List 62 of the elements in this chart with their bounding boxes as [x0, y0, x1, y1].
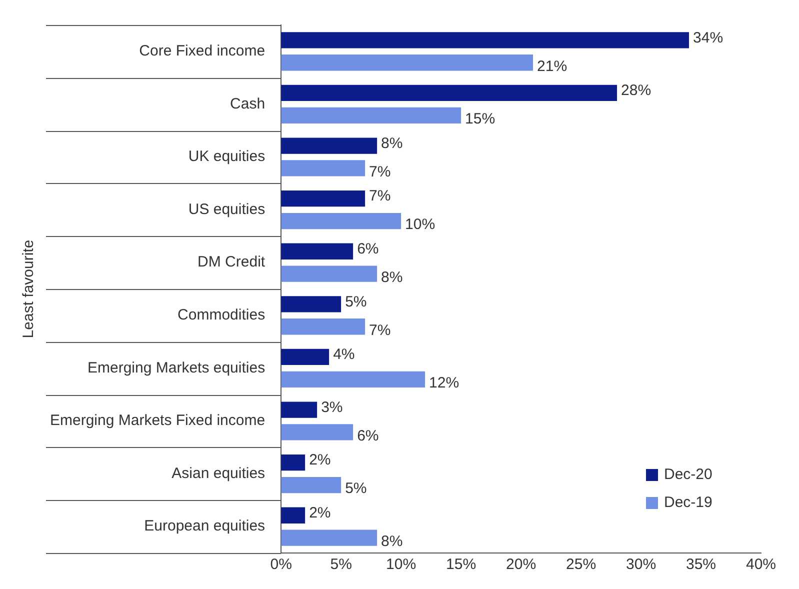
y-tick-label: Core Fixed income [139, 42, 266, 60]
data-label: 28% [621, 82, 652, 100]
bar [281, 507, 306, 524]
x-tick-label: 40% [746, 556, 776, 574]
bar [281, 476, 342, 494]
bar [281, 212, 402, 230]
bar [281, 454, 306, 471]
data-label: 3% [321, 398, 343, 416]
bar [281, 138, 378, 154]
data-label: 4% [333, 346, 355, 364]
data-label: 10% [405, 216, 436, 234]
x-tick-label: 15% [446, 556, 476, 574]
legend-label: Dec-19 [664, 494, 712, 512]
bar [281, 160, 366, 176]
data-label: 8% [381, 268, 403, 286]
x-tick-label: 30% [626, 556, 656, 574]
bar [281, 402, 318, 418]
x-tick-label: 20% [506, 556, 536, 574]
data-label: 5% [345, 480, 367, 498]
legend-label: Dec-20 [664, 466, 712, 484]
data-label: 34% [693, 29, 724, 46]
data-label: 6% [357, 427, 379, 444]
y-tick-label: UK equities [188, 148, 266, 166]
bar [281, 266, 378, 282]
bar [281, 530, 378, 546]
y-tick-label: Asian equities [172, 464, 266, 482]
data-label: 7% [369, 188, 391, 205]
y-axis-title: Least favourite [20, 240, 38, 338]
data-label: 7% [369, 163, 391, 180]
bar [281, 107, 462, 124]
data-label: 6% [357, 240, 379, 258]
bar [281, 348, 330, 366]
data-label: 8% [381, 134, 403, 152]
data-label: 2% [309, 452, 331, 469]
data-label: 7% [369, 322, 391, 339]
bar [281, 54, 534, 71]
x-tick-label: 5% [330, 556, 352, 574]
bar [281, 32, 690, 48]
x-tick-label: 35% [686, 556, 716, 574]
bar [281, 190, 366, 207]
bar [281, 371, 426, 388]
x-tick-label: 25% [566, 556, 596, 574]
y-tick-label: European equities [144, 518, 266, 535]
bar [281, 318, 366, 335]
x-tick-label: 10% [386, 556, 416, 574]
data-label: 21% [537, 58, 568, 75]
bar [281, 296, 342, 312]
bar [281, 243, 354, 260]
y-tick-label: US equities [188, 200, 266, 218]
data-label: 2% [309, 504, 331, 522]
y-tick-label: Commodities [178, 306, 266, 324]
data-label: 12% [429, 374, 460, 392]
y-tick-label: Emerging Markets equities [88, 359, 266, 376]
x-tick-label: 0% [270, 556, 292, 574]
y-tick-label: Emerging Markets Fixed income [50, 412, 266, 430]
y-tick-label: Cash [230, 95, 266, 112]
data-label: 15% [465, 110, 496, 128]
data-label: 5% [345, 293, 367, 310]
bar [281, 424, 354, 440]
bar [281, 84, 618, 102]
y-tick-label: DM Credit [198, 254, 266, 271]
data-label: 8% [381, 532, 403, 550]
